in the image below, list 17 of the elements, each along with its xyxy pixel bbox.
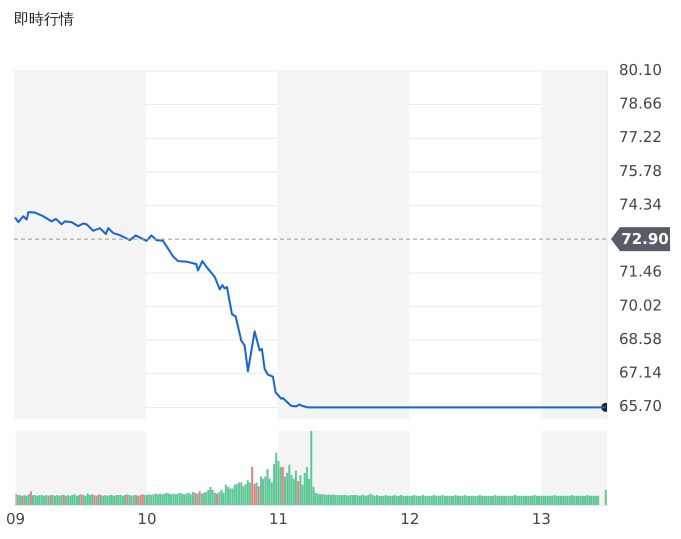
x-tick-label: 09 (6, 510, 26, 528)
y-tick-label: 77.22 (619, 128, 662, 146)
y-tick-label: 75.78 (619, 162, 662, 180)
ref-line-label: 72.90 (621, 230, 669, 248)
y-tick-label: 70.02 (619, 296, 662, 314)
x-tick-label: 11 (268, 510, 288, 528)
y-tick-label: 67.14 (619, 364, 662, 382)
y-tick-label: 68.58 (619, 330, 662, 348)
y-tick-label: 80.10 (619, 60, 662, 79)
y-tick-label: 65.70 (619, 397, 662, 416)
x-tick-label: 10 (137, 510, 157, 528)
x-tick-label: 12 (400, 510, 420, 528)
y-tick-label: 74.34 (619, 195, 662, 214)
x-tick-label: 13 (532, 510, 551, 528)
y-tick-label: 71.46 (619, 262, 662, 281)
chart-title: 即時行情 (14, 10, 74, 29)
y-tick-label: 78.66 (619, 94, 662, 113)
